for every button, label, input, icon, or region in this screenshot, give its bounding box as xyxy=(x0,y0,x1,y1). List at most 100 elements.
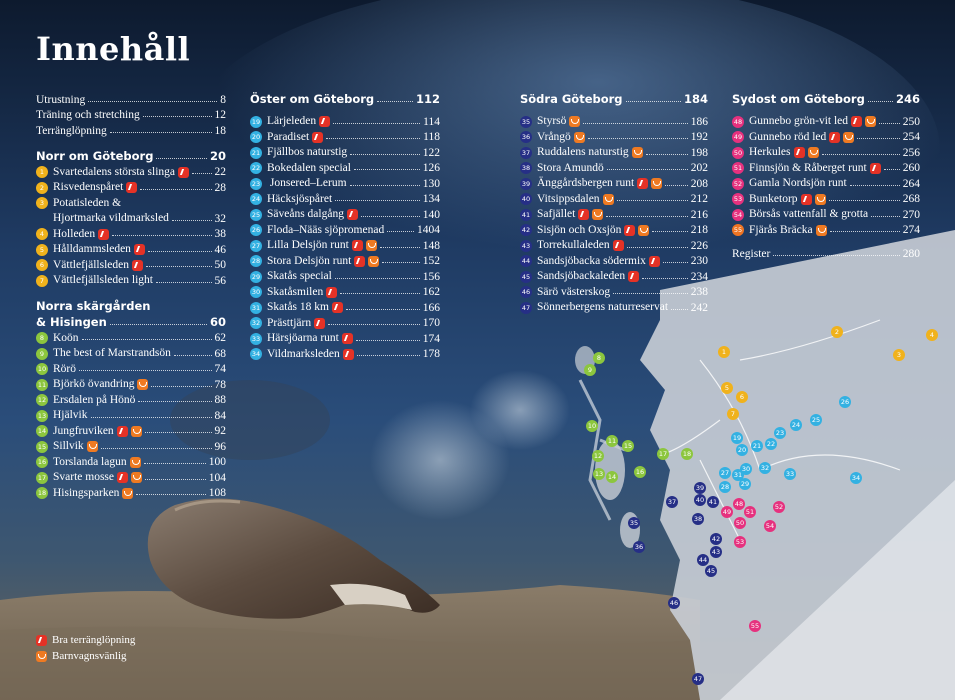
toc-entry: 43 Torrekullaleden 226 xyxy=(520,236,708,252)
trail-number-badge: 47 xyxy=(520,301,532,314)
toc-entry: 21 Fjällbos naturstig 122 xyxy=(250,143,440,159)
toc-entry: Register 280 xyxy=(732,244,920,260)
toc-page-number: 50 xyxy=(214,259,227,271)
toc-entry-label: 26 Floda–Nääs sjöpromenad xyxy=(250,223,385,236)
section-heading: & Hisingen 60 xyxy=(36,313,226,329)
toc-entry: 38 Stora Amundö 202 xyxy=(520,159,708,174)
leader-dots xyxy=(81,339,212,340)
map-marker: 5 xyxy=(721,382,733,394)
toc-entry: 51 Finnsjön & Råberget runt 260 xyxy=(732,159,920,174)
leader-dots xyxy=(112,235,212,236)
map-marker: 50 xyxy=(734,517,746,529)
running-icon xyxy=(341,333,353,344)
toc-entry: 22 Bokedalen special 126 xyxy=(250,159,440,174)
toc-page-number: 264 xyxy=(902,177,920,190)
leader-dots xyxy=(340,293,420,294)
toc-page-number: 192 xyxy=(690,131,708,143)
map-marker: 7 xyxy=(727,408,739,420)
toc-entry: 16 Torslanda lagun 100 xyxy=(36,453,226,468)
toc-entry-label: 36 Vrångö xyxy=(520,131,585,143)
legend-run: Bra terränglöpning xyxy=(36,632,135,648)
toc-entry: 50 Herkules 256 xyxy=(732,143,920,159)
toc-entry: 1 Svartedalens största slinga 22 xyxy=(36,163,226,178)
map-marker: 12 xyxy=(592,450,604,462)
map-marker: 21 xyxy=(751,440,763,452)
toc-entry: 31 Skatås 18 km 166 xyxy=(250,298,440,314)
toc-entry: 39 Änggårdsbergen runt 208 xyxy=(520,174,708,190)
running-icon xyxy=(319,116,331,127)
toc-page-number: 56 xyxy=(214,274,227,287)
map-marker: 55 xyxy=(749,620,761,632)
toc-entry: 2 Risvedenspåret 28 xyxy=(36,178,226,194)
leader-dots xyxy=(382,262,420,263)
toc-page-number: 250 xyxy=(902,115,920,128)
trail-number-badge: 52 xyxy=(732,177,744,190)
toc-entry-label: 50 Herkules xyxy=(732,146,819,159)
toc-entry-label: 10 Rörö xyxy=(36,362,76,375)
running-icon xyxy=(612,240,624,251)
trail-number-badge: 42 xyxy=(520,224,532,236)
toc-entry: 49 Gunnebo röd led 254 xyxy=(732,128,920,143)
stroller-icon xyxy=(807,147,819,158)
running-icon xyxy=(637,178,649,189)
toc-page-number: 162 xyxy=(422,286,440,298)
running-icon xyxy=(648,255,660,267)
leader-dots xyxy=(606,169,688,170)
map-marker: 42 xyxy=(710,533,722,545)
section-heading: Södra Göteborg 184 xyxy=(520,90,708,106)
trail-number-badge: 39 xyxy=(520,177,532,190)
leader-dots xyxy=(625,101,681,102)
leader-dots xyxy=(828,200,900,201)
section-heading: Norr om Göteborg 20 xyxy=(36,147,226,163)
toc-entry-label: Register xyxy=(732,247,771,260)
toc-entry: 30 Skatåsmilen 162 xyxy=(250,283,440,298)
map-marker: 44 xyxy=(697,554,709,566)
leader-dots xyxy=(173,354,212,356)
toc-page-number: 260 xyxy=(902,162,920,174)
toc-entry-label: 20 Paradiset xyxy=(250,131,324,143)
toc-page-number: 216 xyxy=(690,208,708,221)
toc-entry-label: 3 Potatisleden & xyxy=(36,197,121,209)
toc-page-number: 104 xyxy=(208,471,226,484)
toc-entry-label: Hjortmarka vildmarksled xyxy=(36,212,169,224)
toc-entry-label: 18 Hisingsparken xyxy=(36,487,134,499)
trail-number-badge: 6 xyxy=(36,259,48,271)
leader-dots xyxy=(350,153,420,155)
leader-dots xyxy=(140,188,212,190)
stroller-icon xyxy=(122,487,134,499)
toc-page-number: 242 xyxy=(690,301,708,314)
trail-number-badge: 38 xyxy=(520,162,532,174)
trail-number-badge: 34 xyxy=(250,348,262,360)
stroller-icon xyxy=(865,116,877,127)
leader-dots xyxy=(879,122,900,124)
toc-page-number: 270 xyxy=(902,208,920,221)
running-icon xyxy=(346,209,358,220)
toc-page-number: 130 xyxy=(422,177,440,190)
trail-number-badge: 45 xyxy=(520,270,532,283)
toc-entry: 6 Vättlefjällsleden 50 xyxy=(36,256,227,271)
map-marker: 3 xyxy=(893,349,905,361)
trail-number-badge: 54 xyxy=(732,208,744,221)
toc-entry-label: 28 Stora Delsjön runt xyxy=(250,255,380,267)
trail-number-badge: 18 xyxy=(36,487,48,499)
toc-entry: 54 Börsås vattenfall & grotta 270 xyxy=(732,205,920,221)
trail-number-badge: 10 xyxy=(36,363,48,375)
map-marker: 37 xyxy=(666,496,678,508)
toc-entry-label: 22 Bokedalen special xyxy=(250,161,351,174)
section-heading-label: Södra Göteborg xyxy=(520,92,623,106)
map-marker: 10 xyxy=(586,420,598,432)
toc-entry: 14 Jungfruviken 92 xyxy=(36,422,226,437)
trail-number-badge: 23 xyxy=(250,177,262,190)
map-marker: 9 xyxy=(584,364,596,376)
toc-entry-label: 42 Sisjön och Oxsjön xyxy=(520,224,650,236)
toc-entry-label: 19 Lärjeleden xyxy=(250,115,331,128)
stroller-icon xyxy=(592,209,604,220)
map-marker: 53 xyxy=(734,536,746,548)
trail-number-badge: 50 xyxy=(732,146,744,159)
map-marker: 1 xyxy=(718,346,730,358)
page-title: Innehåll xyxy=(36,30,191,68)
map-marker: 45 xyxy=(705,565,717,577)
toc-entry-label: 29 Skatås special xyxy=(250,270,332,283)
trail-number-badge: 5 xyxy=(36,243,48,256)
map-marker: 36 xyxy=(633,541,645,553)
